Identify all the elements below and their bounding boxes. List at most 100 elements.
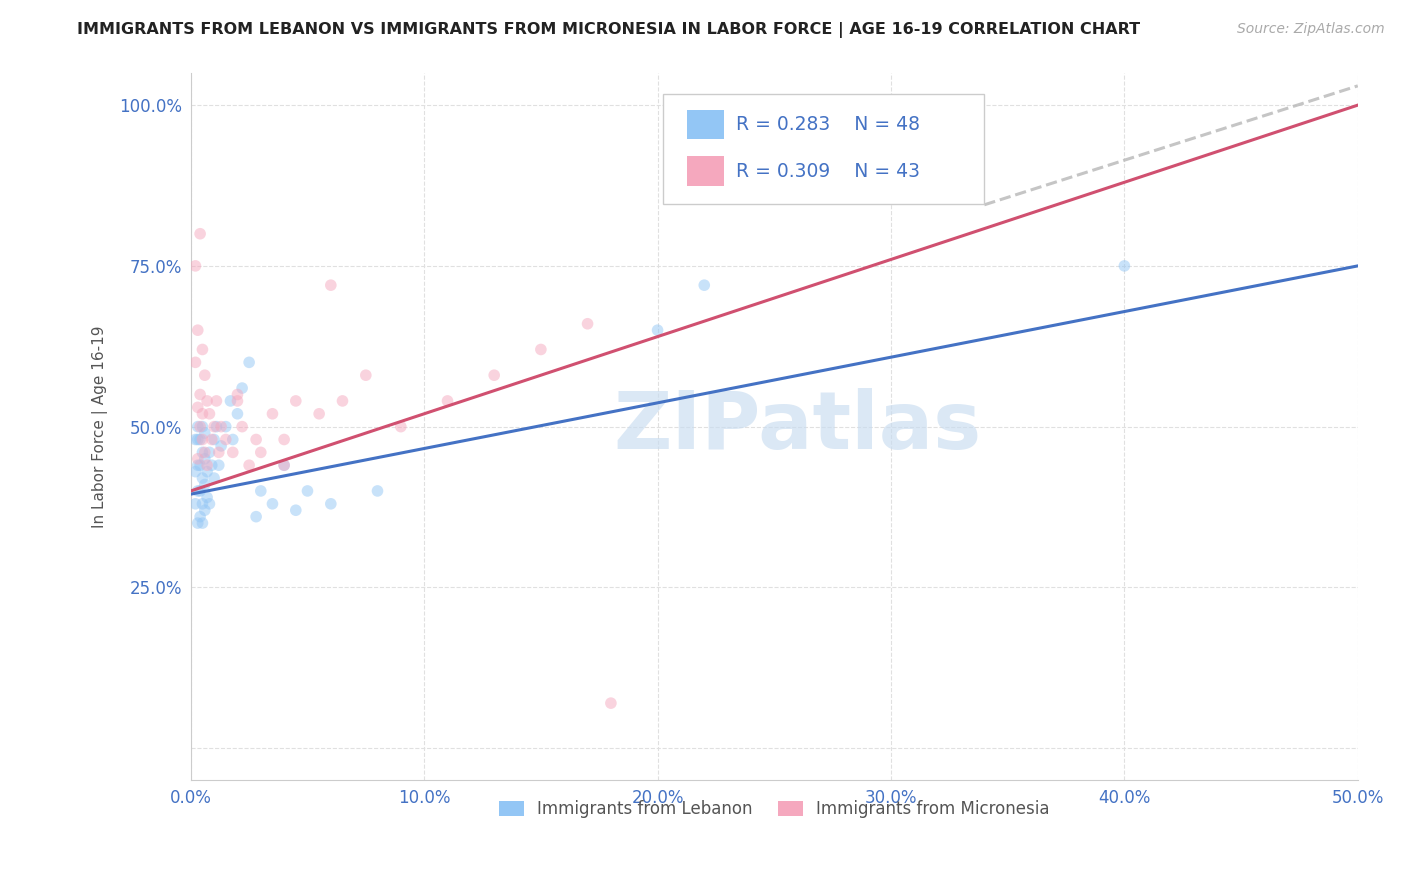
Point (215, 419, 238, 434)
Point (530, 343, 553, 357)
Point (191, 471, 214, 485)
Point (208, 458, 231, 473)
Point (205, 419, 228, 434)
Point (194, 368, 217, 383)
Point (195, 458, 218, 473)
Point (238, 355, 260, 369)
FancyBboxPatch shape (686, 110, 724, 139)
Point (191, 516, 214, 530)
Point (194, 503, 217, 517)
Point (576, 317, 599, 331)
Point (195, 491, 218, 505)
Point (202, 471, 225, 485)
Point (184, 465, 207, 479)
Point (366, 483, 388, 498)
Point (231, 419, 253, 434)
Point (482, 368, 505, 383)
Point (191, 433, 214, 447)
Point (297, 483, 319, 498)
Point (245, 509, 267, 524)
Point (187, 458, 209, 473)
Text: R = 0.309    N = 43: R = 0.309 N = 43 (735, 161, 920, 181)
Point (647, 323, 669, 337)
Point (208, 445, 231, 459)
Point (191, 343, 214, 357)
Point (226, 407, 249, 421)
Point (194, 451, 217, 466)
Point (319, 278, 342, 293)
Point (184, 497, 207, 511)
Point (202, 433, 225, 447)
Text: R = 0.283    N = 48: R = 0.283 N = 48 (735, 115, 920, 134)
Point (187, 516, 209, 530)
Point (188, 433, 211, 447)
Point (599, 696, 621, 710)
Point (188, 227, 211, 241)
Point (262, 497, 284, 511)
Point (194, 445, 217, 459)
Point (209, 439, 232, 453)
Point (188, 509, 211, 524)
Point (187, 401, 209, 415)
FancyBboxPatch shape (664, 95, 984, 204)
Point (188, 483, 211, 498)
Point (195, 465, 218, 479)
Point (201, 458, 224, 473)
Text: ZIPatlas: ZIPatlas (613, 388, 981, 466)
Point (198, 497, 221, 511)
Point (198, 445, 221, 459)
Point (187, 483, 209, 498)
Point (188, 419, 211, 434)
Point (187, 433, 209, 447)
Point (249, 445, 271, 459)
Text: Source: ZipAtlas.com: Source: ZipAtlas.com (1237, 22, 1385, 37)
Point (222, 433, 245, 447)
Point (184, 259, 207, 273)
Point (238, 458, 260, 473)
Point (187, 323, 209, 337)
Point (198, 407, 221, 421)
FancyBboxPatch shape (686, 156, 724, 186)
Point (273, 458, 295, 473)
Point (191, 407, 214, 421)
Point (273, 458, 295, 473)
Point (1114, 259, 1136, 273)
Point (284, 393, 307, 408)
Point (194, 426, 217, 441)
Point (187, 451, 209, 466)
Point (222, 445, 245, 459)
Point (219, 393, 242, 408)
Point (262, 407, 284, 421)
Point (188, 458, 211, 473)
Point (389, 419, 412, 434)
Point (226, 393, 249, 408)
Legend: Immigrants from Lebanon, Immigrants from Micronesia: Immigrants from Lebanon, Immigrants from… (492, 794, 1056, 825)
Y-axis label: In Labor Force | Age 16-19: In Labor Force | Age 16-19 (93, 326, 108, 528)
Point (205, 393, 228, 408)
Point (201, 433, 224, 447)
Point (184, 433, 207, 447)
Point (194, 477, 217, 491)
Text: IMMIGRANTS FROM LEBANON VS IMMIGRANTS FROM MICRONESIA IN LABOR FORCE | AGE 16-19: IMMIGRANTS FROM LEBANON VS IMMIGRANTS FR… (77, 22, 1140, 38)
Point (195, 393, 218, 408)
Point (226, 387, 249, 401)
Point (191, 445, 214, 459)
Point (273, 433, 295, 447)
Point (245, 433, 267, 447)
Point (188, 387, 211, 401)
Point (202, 419, 225, 434)
Point (332, 393, 354, 408)
Point (693, 278, 716, 293)
Point (191, 419, 214, 434)
Point (284, 503, 307, 517)
Point (187, 419, 209, 434)
Point (191, 497, 214, 511)
Point (436, 393, 458, 408)
Point (249, 483, 271, 498)
Point (319, 497, 342, 511)
Point (308, 407, 330, 421)
Point (209, 419, 232, 434)
Point (215, 433, 238, 447)
Point (354, 368, 377, 383)
Point (231, 381, 253, 395)
